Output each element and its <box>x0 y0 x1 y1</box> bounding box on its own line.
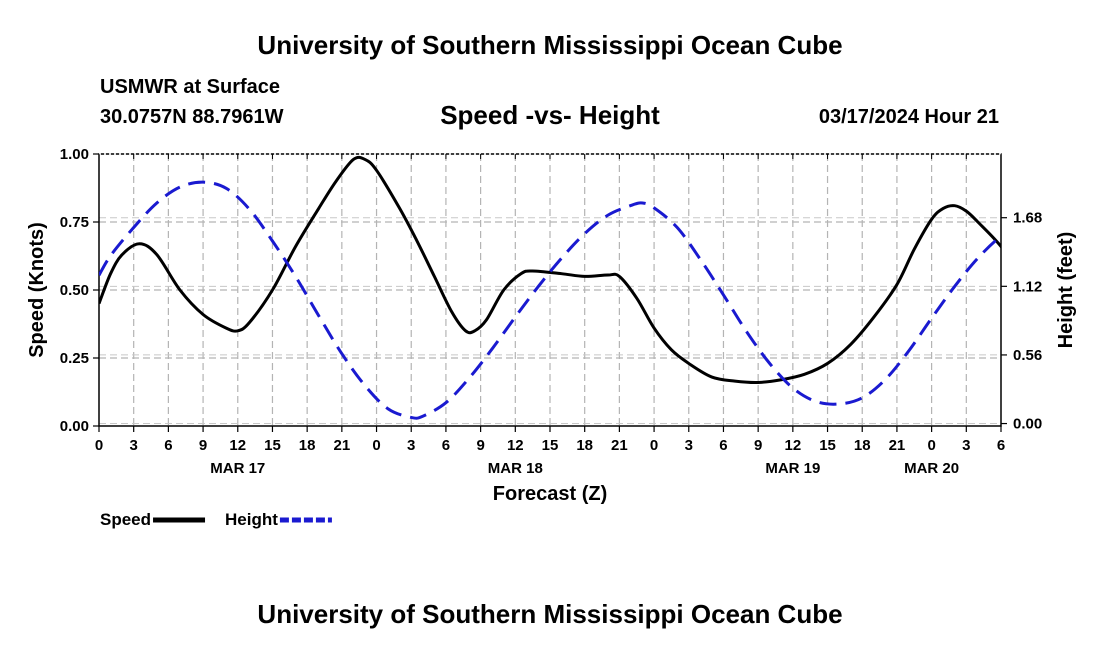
x-tick-label: 3 <box>685 437 693 454</box>
x-tick-label: 6 <box>442 437 450 454</box>
x-tick-label: 18 <box>576 437 593 454</box>
footer-title: University of Southern Mississippi Ocean… <box>257 599 843 629</box>
date-label: MAR 18 <box>488 460 543 477</box>
x-tick-label: 15 <box>264 437 281 454</box>
x-tick-label: 21 <box>889 437 906 454</box>
x-tick-label: 3 <box>407 437 415 454</box>
x-tick-label: 18 <box>299 437 316 454</box>
date-label: MAR 17 <box>210 460 265 477</box>
x-tick-label: 0 <box>95 437 103 454</box>
y-right-tick-label: 0.56 <box>1013 347 1042 364</box>
x-tick-label: 0 <box>927 437 935 454</box>
x-tick-label: 3 <box>130 437 138 454</box>
axes: 0 3 6 9 12 15 18 21 0 3 6 9 12 15 18 21 0 3 6 9 12 15 18 21 0 3 60… <box>60 146 1042 477</box>
coordinates-label: 30.0757N 88.7961W <box>100 106 284 128</box>
y-axis-right-label: Height (feet) <box>1055 232 1077 349</box>
x-axis-label: Forecast (Z) <box>493 483 607 505</box>
grid-lines <box>99 154 1001 426</box>
page-title: University of Southern Mississippi Ocean… <box>257 30 843 60</box>
x-tick-label: 3 <box>962 437 970 454</box>
series-line-speed <box>99 155 1001 385</box>
x-tick-label: 21 <box>611 437 628 454</box>
x-tick-label: 15 <box>542 437 559 454</box>
station-label: USMWR at Surface <box>100 76 281 98</box>
legend-label-speed: Speed <box>100 510 151 529</box>
x-tick-label: 18 <box>854 437 871 454</box>
x-tick-label: 0 <box>650 437 658 454</box>
y-right-tick-label: 0.00 <box>1013 416 1042 433</box>
legend: Speed Height <box>100 510 332 529</box>
series-layer <box>99 155 1001 420</box>
date-label: MAR 19 <box>765 460 820 477</box>
x-tick-label: 12 <box>507 437 524 454</box>
y-left-tick-label: 0.75 <box>60 214 89 231</box>
date-label: MAR 20 <box>904 460 959 477</box>
x-tick-label: 9 <box>476 437 484 454</box>
legend-label-height: Height <box>225 510 278 529</box>
x-tick-label: 0 <box>372 437 380 454</box>
x-tick-label: 6 <box>164 437 172 454</box>
x-tick-label: 9 <box>754 437 762 454</box>
y-left-tick-label: 0.25 <box>60 350 89 367</box>
x-tick-label: 12 <box>229 437 246 454</box>
x-tick-label: 21 <box>334 437 351 454</box>
y-axis-left-label: Speed (Knots) <box>26 222 48 358</box>
y-left-tick-label: 0.00 <box>60 418 89 435</box>
x-tick-label: 6 <box>719 437 727 454</box>
chart-title: Speed -vs- Height <box>440 100 660 130</box>
y-right-tick-label: 1.12 <box>1013 278 1042 295</box>
y-left-tick-label: 1.00 <box>60 146 89 163</box>
y-right-tick-label: 1.68 <box>1013 210 1042 227</box>
y-left-tick-label: 0.50 <box>60 282 89 299</box>
series-line-height <box>99 180 1001 420</box>
x-tick-label: 12 <box>785 437 802 454</box>
x-tick-label: 9 <box>199 437 207 454</box>
x-tick-label: 15 <box>819 437 836 454</box>
forecast-datetime: 03/17/2024 Hour 21 <box>818 106 999 128</box>
x-tick-label: 6 <box>997 437 1005 454</box>
